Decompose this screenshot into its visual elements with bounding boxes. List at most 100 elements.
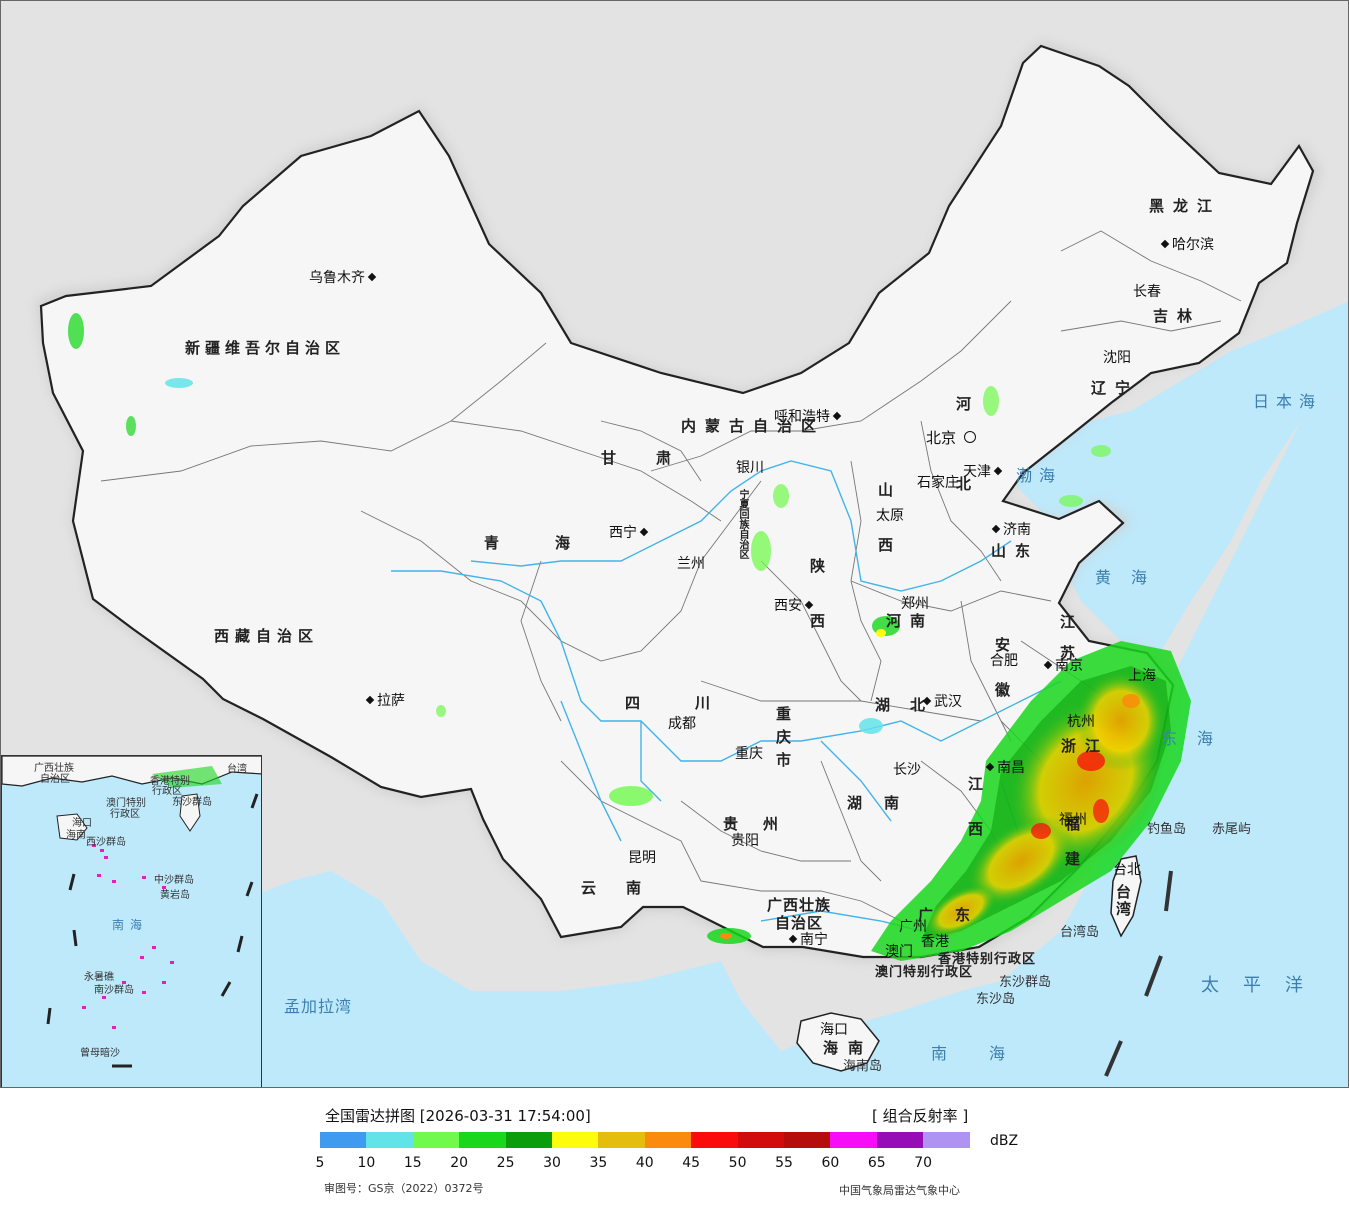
sea-area-west (181, 871, 1001, 1087)
city-haikou: 海口 (820, 1022, 848, 1038)
inset-label-macau-region: 行政区 (110, 809, 140, 820)
province-shaanxi: 陕西 (808, 558, 826, 668)
legend-tick: 70 (914, 1155, 933, 1171)
legend-swatch (876, 1132, 924, 1148)
legend-tick: 45 (682, 1155, 701, 1171)
city-nanchang: 南昌 (983, 761, 1025, 775)
city-changchun: 长春 (1133, 284, 1161, 300)
province-zhejiang: 浙江 (1061, 737, 1110, 755)
province-heilongjiang: 黑龙江 (1149, 197, 1222, 215)
province-gansu: 甘肃 (601, 449, 712, 467)
province-guangxi: 广西壮族自治区 (766, 896, 831, 932)
city-marker-icon (922, 696, 932, 706)
inset-label-zhongsha: 中沙群岛 (154, 875, 194, 886)
city-wuhan: 武汉 (920, 695, 962, 709)
legend-tick: 40 (635, 1155, 654, 1171)
island-diaoyu: 钓鱼岛 (1147, 822, 1187, 837)
sea-south-china: 南海 (931, 1044, 1048, 1063)
province-shanxi: 山西 (876, 482, 894, 592)
legend-tick: 55 (775, 1155, 793, 1171)
province-guizhou: 贵州 (723, 815, 804, 833)
sea-bohai: 渤海 (1016, 466, 1063, 485)
city-marker-icon (1160, 239, 1170, 249)
city-marker-icon (993, 466, 1003, 476)
province-guangdong: 广东 (918, 906, 993, 924)
province-ningxia: 宁夏回族自治区 (737, 489, 748, 559)
bohai-sea (1001, 301, 1348, 651)
province-liaoning: 辽宁 (1091, 379, 1140, 397)
south-china-sea-inset: 广西壮族 自治区 香港特别 行政区 澳门特别 行政区 东沙群岛 海口 海南 西沙… (1, 755, 262, 1087)
legend-swatch (830, 1132, 878, 1148)
province-xinjiang: 新疆维吾尔自治区 (185, 339, 346, 357)
sea-pacific: 太平洋 (1201, 975, 1327, 996)
inset-label-huangyan: 黄岩岛 (160, 890, 190, 901)
inset-label-zengmu: 曾母暗沙 (80, 1048, 120, 1059)
province-hunan: 湖南 (847, 794, 922, 812)
city-nanning: 南宁 (786, 933, 828, 947)
city-marker-icon (985, 762, 995, 772)
province-jiangxi: 江西 (966, 776, 984, 866)
inset-label-dongsha: 东沙群岛 (172, 797, 212, 808)
sea-east: 东海 (1161, 729, 1234, 748)
city-harbin: 哈尔滨 (1158, 238, 1214, 252)
city-guiyang: 贵阳 (731, 833, 759, 849)
city-shanghai: 上海 (1128, 668, 1156, 684)
city-marker-icon (788, 934, 798, 944)
taiwan-island (1110, 855, 1142, 938)
legend-swatch (412, 1132, 460, 1148)
radar-map: 黑龙江 吉林 辽宁 内蒙古自治区 新疆维吾尔自治区 西藏自治区 青海 甘肃 宁夏… (0, 0, 1349, 1088)
island-hainan: 海南岛 (843, 1059, 883, 1074)
city-hongkong: 香港 (921, 934, 949, 950)
province-shandong: 山东 (991, 542, 1040, 560)
legend-tick: 15 (403, 1155, 422, 1171)
city-marker-icon (639, 527, 649, 537)
product-label: [ 组合反射率 ] (872, 1107, 969, 1125)
island-dongsha-group: 东沙群岛 (999, 975, 1052, 990)
province-chongqing: 重庆市 (774, 706, 792, 775)
legend-swatch (366, 1132, 414, 1148)
sea-bay-of-bengal: 孟加拉湾 (284, 997, 353, 1016)
city-taiyuan: 太原 (876, 508, 904, 524)
city-marker-icon (1043, 660, 1053, 670)
city-zhengzhou: 郑州 (901, 596, 929, 612)
unit-label: dBZ (990, 1133, 1019, 1149)
macau-sar: 澳门特别行政区 (875, 965, 974, 980)
legend-tick: 10 (357, 1155, 376, 1171)
map-canvas (36, 41, 1348, 1087)
inset-label-taiwan: 台湾 (227, 764, 247, 775)
legend-swatch (320, 1132, 367, 1148)
legend-swatch (923, 1132, 971, 1148)
city-xian: 西安 (774, 599, 816, 613)
province-anhui: 安徽 (993, 637, 1011, 727)
city-marker-icon (365, 695, 375, 705)
issuer-label: 中国气象局雷达气象中心 (839, 1184, 960, 1197)
city-chengdu: 成都 (668, 716, 696, 732)
hainan-island (796, 1012, 880, 1072)
city-hohhot: 呼和浩特 (774, 410, 844, 424)
legend-tick: 5 (315, 1155, 325, 1171)
sea-yellow: 黄海 (1095, 568, 1168, 587)
province-hainan: 海南 (823, 1039, 874, 1057)
city-shenyang: 沈阳 (1103, 350, 1131, 366)
legend-tick: 65 (867, 1155, 886, 1171)
inset-label-hainan: 海南 (66, 830, 86, 841)
city-tianjin: 天津 (963, 465, 1005, 479)
city-nanjing: 南京 (1041, 659, 1083, 673)
island-chiwei: 赤尾屿 (1212, 822, 1252, 837)
city-jinan: 济南 (989, 523, 1031, 537)
china-land (39, 44, 1315, 959)
city-urumqi: 乌鲁木齐 (309, 271, 379, 285)
city-taipei: 台北 (1113, 862, 1141, 878)
inset-label-guangxi: 广西壮族 (34, 763, 74, 774)
province-qinghai: 青海 (484, 534, 627, 552)
province-sichuan: 四川 (625, 694, 766, 712)
city-marker-icon (367, 272, 377, 282)
province-fujian: 福建 (1063, 816, 1081, 886)
city-lanzhou: 兰州 (677, 556, 705, 572)
city-kunming: 昆明 (628, 850, 656, 866)
city-chongqing: 重庆 (735, 746, 763, 762)
city-lhasa: 拉萨 (363, 694, 405, 708)
province-hubei: 湖北 (875, 696, 946, 714)
city-xining: 西宁 (609, 526, 651, 540)
city-guangzhou: 广州 (899, 919, 927, 935)
